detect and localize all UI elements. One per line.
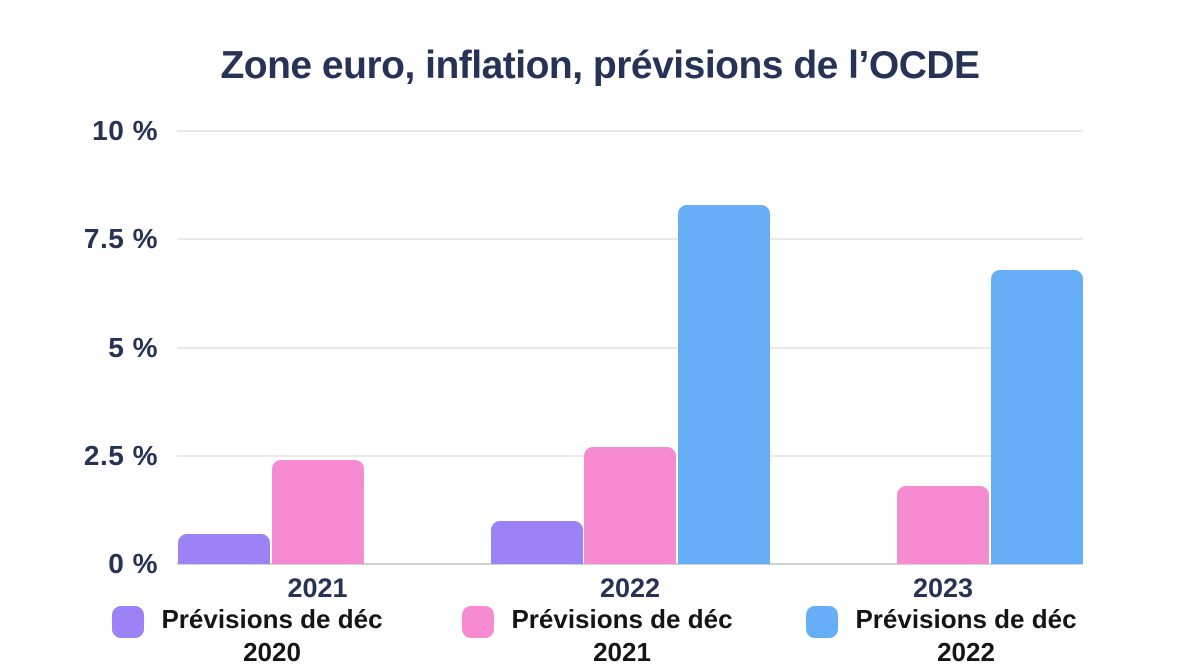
legend-label-line1: Prévisions de déc <box>855 604 1077 634</box>
bar-2023-series-2021 <box>897 486 989 564</box>
legend-item-2021: Prévisions de déc 2021 <box>462 603 736 669</box>
chart-title: Zone euro, inflation, prévisions de l’OC… <box>220 44 980 87</box>
bar-2023-series-2022 <box>990 269 1083 564</box>
legend-label: Prévisions de déc 2021 <box>508 603 736 669</box>
y-tick-label: 5 % <box>108 331 158 363</box>
bar-2022-series-2022 <box>677 204 770 564</box>
legend-swatch-icon <box>462 606 494 638</box>
y-tick-label: 0 % <box>108 548 158 579</box>
y-tick-label: 2.5 % <box>83 439 158 471</box>
legend-label: Prévisions de déc 2020 <box>158 603 386 669</box>
legend-label-line2: 2022 <box>937 637 995 667</box>
x-tick-label-2023: 2023 <box>912 573 974 603</box>
bar-2021-series-2021 <box>271 460 364 564</box>
legend-label-line1: Prévisions de déc <box>511 604 733 634</box>
y-tick-label: 10 % <box>92 115 158 146</box>
bar-2021-series-2020 <box>178 533 270 564</box>
legend-label-line2: 2021 <box>593 637 651 667</box>
legend-swatch-icon <box>112 606 144 638</box>
gridline <box>177 238 1083 241</box>
legend-item-2020: Prévisions de déc 2020 <box>112 603 386 669</box>
legend-item-2022: Prévisions de déc 2022 <box>806 603 1080 669</box>
bar-2022-series-2020 <box>490 520 583 564</box>
legend-label: Prévisions de déc 2022 <box>852 603 1080 669</box>
legend-swatch-icon <box>806 606 838 638</box>
x-tick-label-2022: 2022 <box>599 573 661 603</box>
y-tick-label: 7.5 % <box>83 223 158 255</box>
gridline <box>177 346 1083 349</box>
legend-label-line1: Prévisions de déc <box>161 604 383 634</box>
x-tick-label-2021: 2021 <box>287 573 348 603</box>
x-axis-baseline <box>177 563 1083 565</box>
gridline <box>177 130 1083 132</box>
bar-2022-series-2021 <box>584 447 676 564</box>
legend-label-line2: 2020 <box>243 637 301 667</box>
